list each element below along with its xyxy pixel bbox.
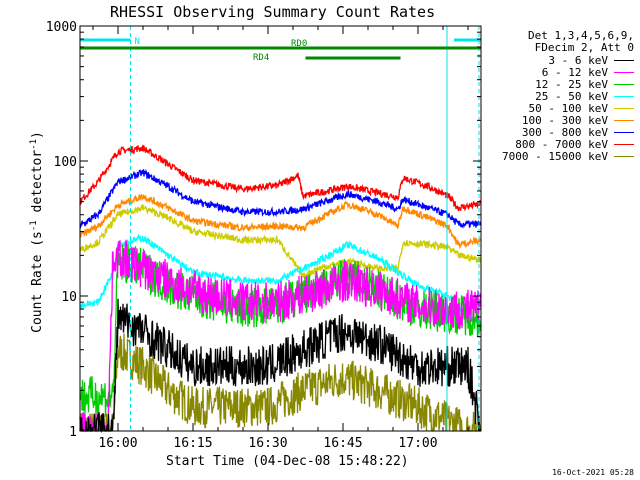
- legend-label-5: 100 - 300 keV: [521, 114, 608, 128]
- y-axis-label-suffix: ): [30, 131, 46, 139]
- y-tick-label-2: 100: [54, 155, 77, 170]
- chart-title: RHESSI Observing Summary Count Rates: [110, 3, 436, 21]
- legend-entry-2: 12 - 25 keV: [502, 77, 634, 91]
- legend-swatch-5: [614, 120, 634, 122]
- x-tick-label-0: 16:00: [98, 436, 137, 451]
- series-line-8: [79, 333, 482, 433]
- y-axis-label-exponent-2: -1: [28, 138, 39, 150]
- series-line-5: [79, 194, 482, 250]
- plot-frame: [79, 25, 482, 432]
- legend-label-8: 7000 - 15000 keV: [502, 150, 608, 164]
- legend-header-line-1: Det 1,3,4,5,6,9,: [528, 29, 634, 42]
- y-axis-label: Count Rate (s-1 detector-1): [28, 131, 46, 333]
- y-axis-label-prefix: Count Rate (s: [30, 231, 46, 333]
- y-tick-label-3: 1000: [46, 20, 77, 35]
- legend-label-2: 12 - 25 keV: [535, 77, 608, 91]
- legend-entry-6: 300 - 800 keV: [502, 126, 634, 140]
- series-line-4: [79, 203, 482, 279]
- timestamp-footer: 16-Oct-2021 05:28: [552, 468, 634, 477]
- series-line-3: [79, 233, 482, 325]
- legend-entry-4: 50 - 100 keV: [502, 102, 634, 116]
- legend-entry-5: 100 - 300 keV: [502, 114, 634, 128]
- legend-label-4: 50 - 100 keV: [528, 102, 608, 116]
- series-line-7: [79, 144, 482, 212]
- x-tick-label-3: 16:45: [323, 436, 362, 451]
- legend-swatch-4: [614, 108, 634, 110]
- legend-swatch-7: [614, 144, 634, 146]
- x-tick-label-1: 16:15: [173, 436, 212, 451]
- legend-entry-8: 7000 - 15000 keV: [502, 150, 634, 164]
- legend-entry-3: 25 - 50 keV: [502, 90, 634, 104]
- state-bar-label-0: N: [135, 37, 140, 47]
- y-axis-label-mid: detector: [30, 149, 46, 221]
- state-bar-label-2: RD4: [253, 53, 269, 63]
- legend-swatch-0: [614, 59, 634, 61]
- legend-label-1: 6 - 12 keV: [541, 65, 608, 79]
- legend-label-6: 300 - 800 keV: [521, 126, 608, 140]
- legend-swatch-1: [614, 71, 634, 73]
- x-axis-label: Start Time (04-Dec-08 15:48:22): [166, 454, 409, 469]
- legend-entry-0: 3 - 6 keV: [502, 53, 634, 67]
- legend-label-0: 3 - 6 keV: [548, 53, 608, 67]
- legend-entry-7: 800 - 7000 keV: [502, 138, 634, 152]
- legend: Det 1,3,4,5,6,9, FDecim 2, Att 0 3 - 6 k…: [502, 29, 634, 164]
- legend-swatch-6: [614, 132, 634, 134]
- legend-swatch-3: [614, 96, 634, 98]
- legend-swatch-2: [614, 83, 634, 85]
- legend-label-3: 25 - 50 keV: [535, 90, 608, 104]
- state-bar-label-1: RD0: [291, 39, 307, 49]
- series-line-0: [79, 298, 482, 433]
- legend-swatch-8: [614, 156, 634, 158]
- series-line-1: [79, 240, 482, 432]
- legend-label-7: 800 - 7000 keV: [515, 138, 608, 152]
- x-tick-label-4: 17:00: [398, 436, 437, 451]
- x-tick-label-2: 16:30: [248, 436, 287, 451]
- legend-entry-1: 6 - 12 keV: [502, 65, 634, 79]
- y-axis-label-exponent-1: -1: [28, 220, 39, 232]
- y-tick-label-1: 10: [61, 290, 77, 305]
- y-tick-label-0: 1: [69, 425, 77, 440]
- legend-header-line-2: FDecim 2, Att 0: [534, 41, 634, 55]
- series-line-6: [79, 168, 482, 229]
